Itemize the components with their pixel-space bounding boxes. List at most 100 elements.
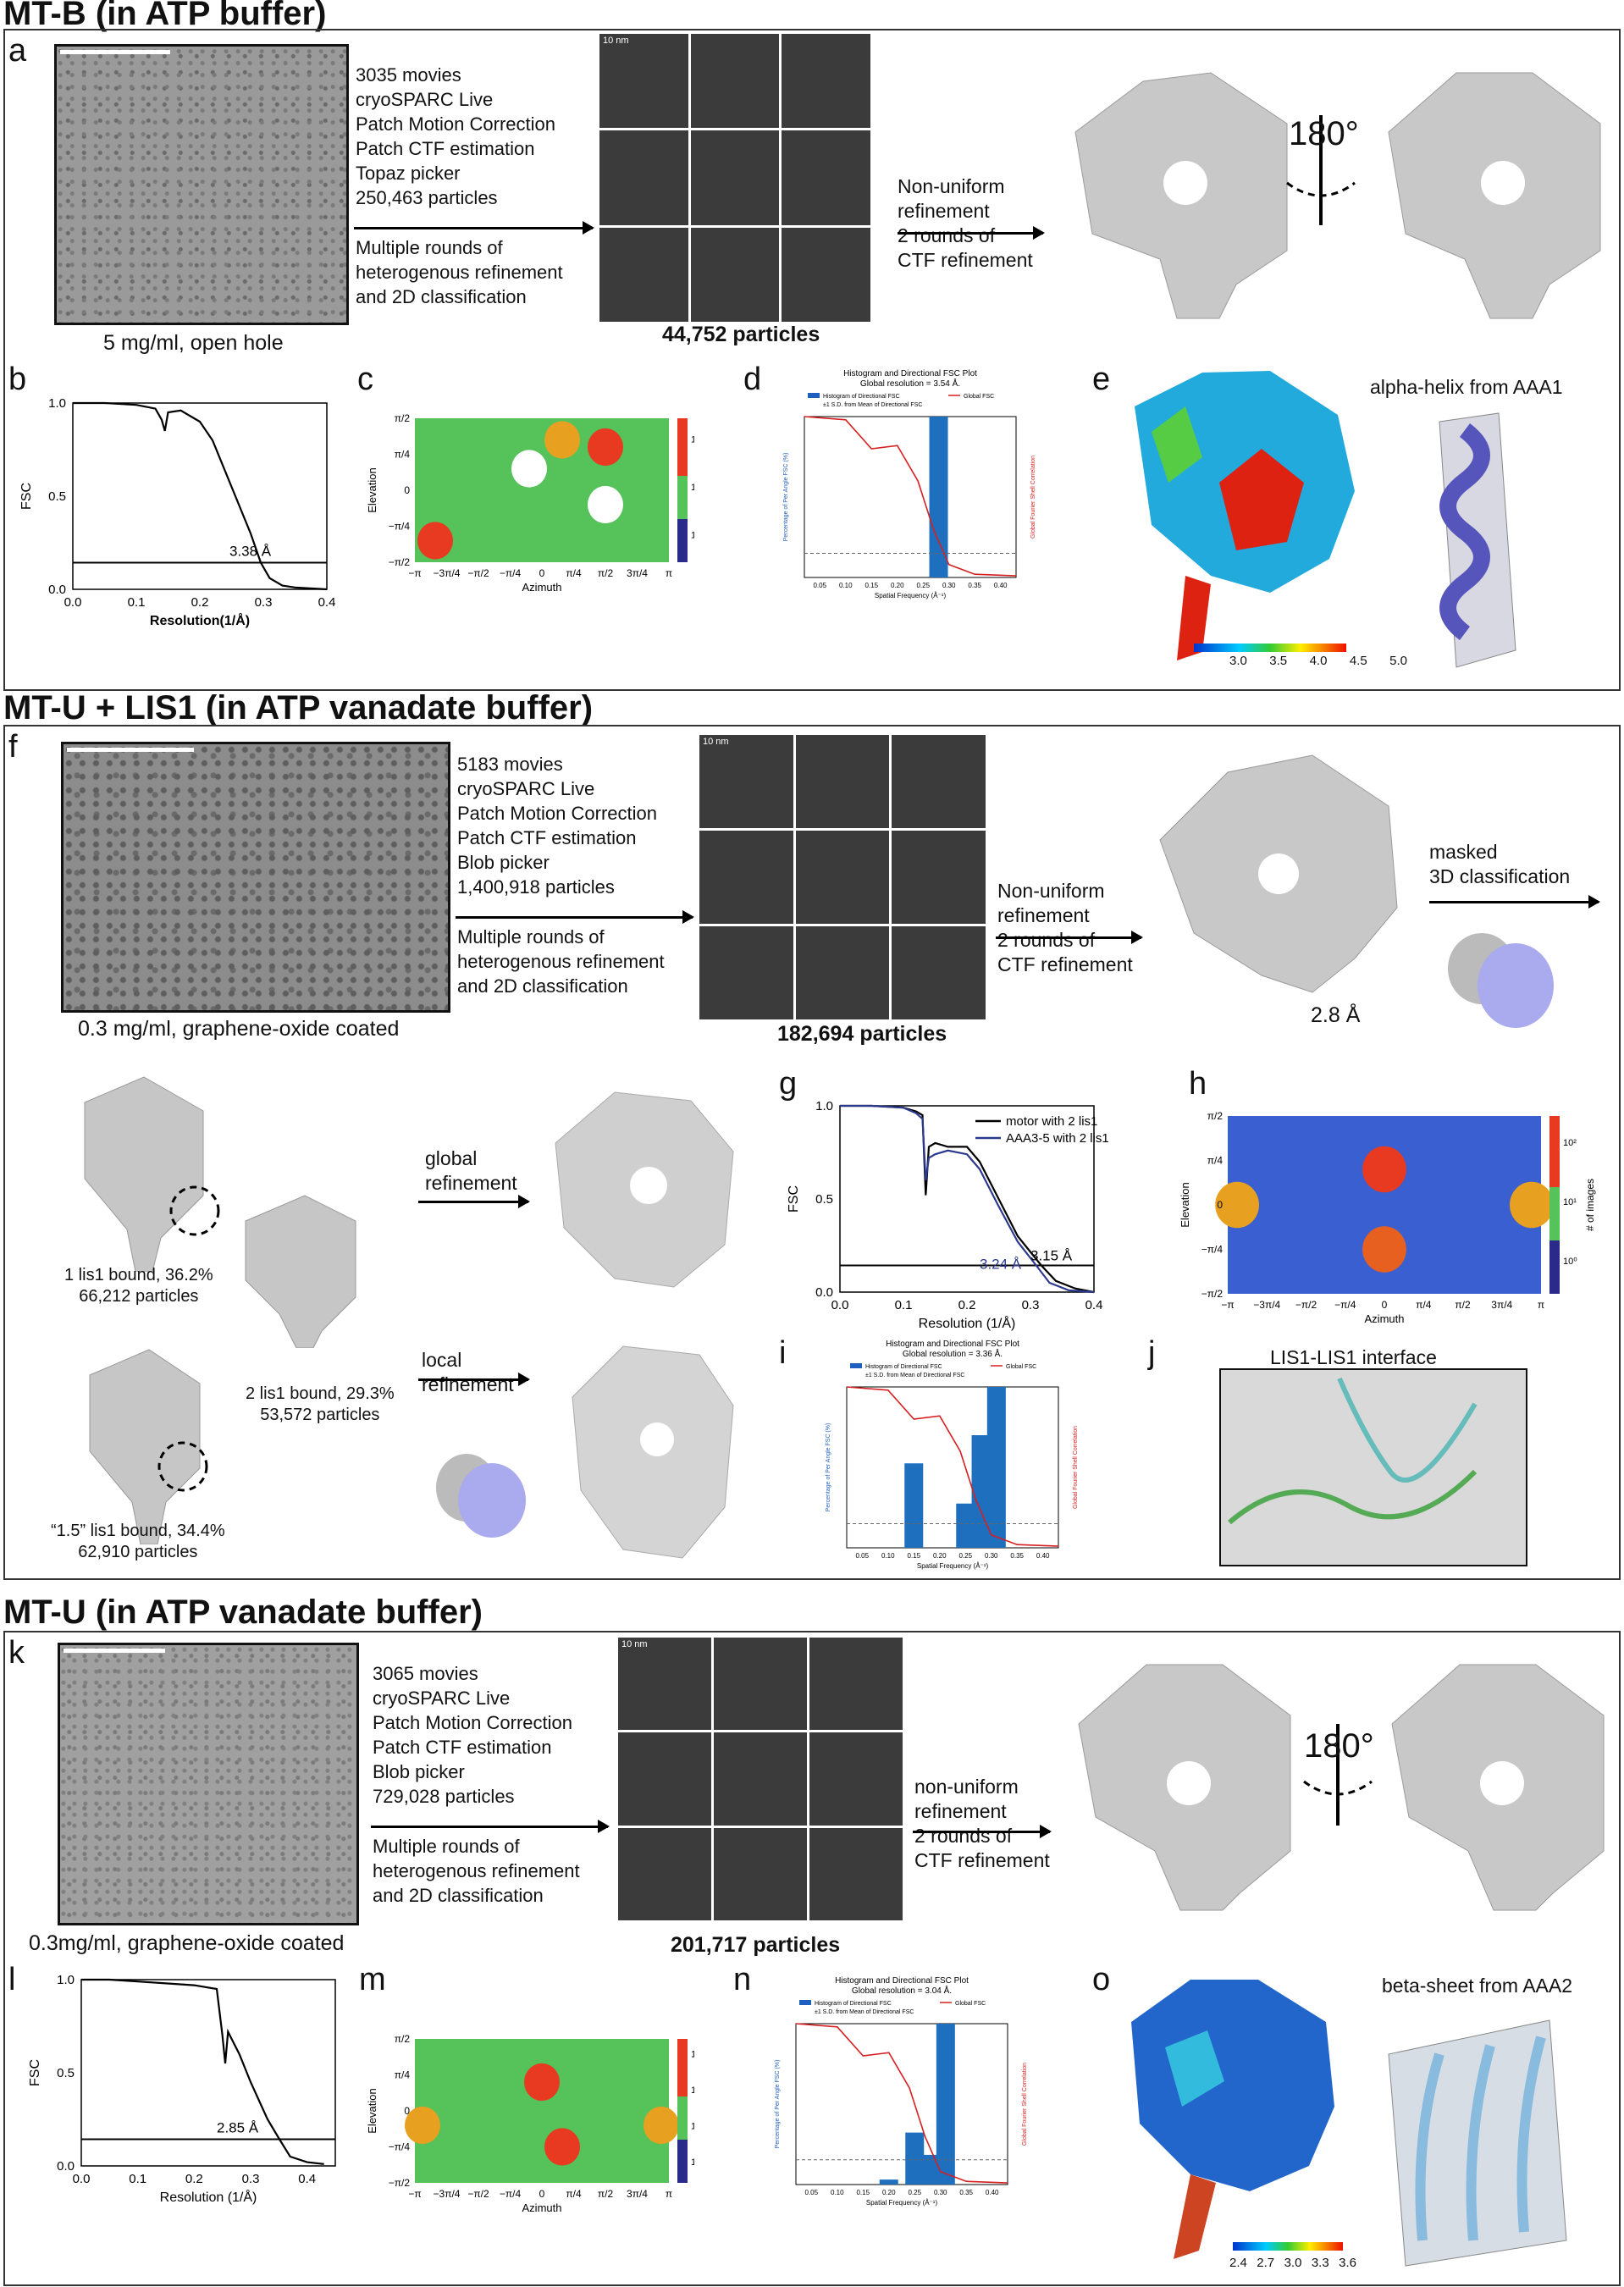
local-map-render (572, 1345, 734, 1559)
class-averages-a: 10 nm (599, 34, 870, 322)
legend-label: ±1 S.D. from Mean of Directional FSC (865, 1373, 964, 1378)
x-tick-label: 0.3 (255, 595, 273, 610)
interface-title-j: LIS1-LIS1 interface (1270, 1346, 1437, 1368)
legend-label: motor with 2 lis1 (1006, 1114, 1097, 1129)
local-res-map-o (1131, 1980, 1343, 2259)
y-tick-label: 0.5 (48, 489, 66, 504)
colorbar-tick: 10⁰ (691, 2157, 694, 2168)
x-tick-label: −π/2 (467, 567, 489, 579)
x-axis-label: Azimuth (522, 2201, 562, 2214)
arrow-f2 (996, 931, 1143, 944)
x-tick-label: 3π/4 (627, 2188, 648, 2200)
heatmap-density-blob (544, 2128, 580, 2166)
x-tick-label: 3π/4 (627, 567, 648, 579)
processing-text-a: 3035 movies cryoSPARC Live Patch Motion … (356, 64, 555, 208)
legend-label: Global FSC (1006, 1364, 1036, 1370)
chart-title: Histogram and Directional FSC Plot (886, 1340, 1019, 1349)
helix-title-e: alpha-helix from AAA1 (1370, 376, 1563, 398)
y-tick-label: −π/4 (389, 521, 411, 533)
fsc-series-line (840, 1104, 1095, 1294)
scale-label: 10 nm (703, 737, 729, 747)
cbar-tick: 3.0 (1229, 654, 1247, 668)
panel-label-c: c (357, 362, 373, 397)
y-tick-label: 0.5 (57, 2066, 75, 2080)
legend-swatch (799, 2000, 811, 2005)
heatmap-density-blob (1362, 1146, 1406, 1193)
heatmap-density-blob (1215, 1181, 1259, 1229)
global-fsc-line (846, 1386, 1059, 1547)
heatmap-density-blob (1510, 1181, 1554, 1229)
y-axis-label: Elevation (366, 467, 378, 512)
x-tick-label: 3π/4 (1491, 1299, 1512, 1311)
panel-label-d: d (743, 362, 762, 397)
x-tick-label: 0.25 (908, 2189, 921, 2196)
step2-text-f: Non-uniform refinement 2 rounds of CTF r… (997, 880, 1133, 975)
rotation-label-a: 180° (1289, 115, 1359, 152)
colorbar-tick: 10² (1563, 1138, 1577, 1148)
x-tick-label: 0.3 (242, 2172, 260, 2186)
section-title-mtu: MT-U (in ATP vanadate buffer) (3, 1594, 483, 1631)
x-tick-label: 0.30 (985, 1552, 998, 1560)
helix-model-e (1439, 412, 1516, 668)
colorbar-low (1549, 1240, 1560, 1294)
x-tick-label: −π (408, 567, 421, 579)
x-axis-label: Azimuth (522, 581, 562, 594)
y-tick-label: 0 (404, 2105, 410, 2117)
particles-count-f: 182,694 particles (777, 1022, 947, 1046)
rotation-label-k: 180° (1304, 1727, 1374, 1765)
x-tick-label: −π/4 (500, 2188, 522, 2200)
x-tick-label: 0.4 (318, 595, 336, 610)
cbar-tick: 3.3 (1311, 2256, 1329, 2270)
particles-count-k: 201,717 particles (671, 1933, 841, 1957)
map-renders-a (1074, 72, 1601, 319)
x-tick-label: 0.25 (916, 582, 930, 589)
legend-label: ±1 S.D. from Mean of Directional FSC (815, 2009, 914, 2015)
plot-frame (72, 402, 328, 590)
x-tick-label: π/4 (566, 2188, 582, 2200)
x-tick-label: 0 (539, 567, 545, 579)
sheet-model-o (1388, 2019, 1567, 2267)
colorbar-mid (677, 476, 688, 519)
section-box-mtb (3, 29, 1621, 691)
refinement-text-k: Multiple rounds of heterogenous refineme… (373, 1836, 580, 1906)
colorbar-tick: 10¹ (691, 2121, 694, 2131)
x-tick-label: 0.25 (958, 1552, 972, 1560)
x-tick-label: −π (408, 2188, 421, 2200)
chart-subtitle: Global resolution = 3.04 Å. (852, 1985, 952, 1996)
x-tick-label: 0.35 (1010, 1552, 1024, 1560)
panel-label-g: g (779, 1066, 798, 1102)
colorbar-mid (677, 2096, 688, 2140)
fsc-series-line (81, 1978, 324, 2165)
chart-title: Histogram and Directional FSC Plot (843, 369, 977, 378)
plot-frame (804, 416, 1017, 578)
dirfsc-plot-d: Histogram and Directional FSC Plot Global… (783, 369, 1036, 599)
x-axis-label: Spatial Frequency (Å⁻¹) (866, 2199, 938, 2207)
map-renders-k (1078, 1664, 1605, 1911)
x-tick-label: π (666, 567, 672, 579)
x-tick-label: −3π/4 (434, 2188, 461, 2200)
cbar-tick: 2.7 (1257, 2256, 1275, 2270)
histogram-bar (986, 1387, 1006, 1548)
section-box-mtu (3, 1631, 1621, 2286)
step2-text-a: Non-uniform refinement 2 rounds of CTF r… (898, 175, 1033, 271)
viewing-plot-c: −π −3π/4 −π/2 −π/4 0 π/4 π/2 3π/4 π π/2 π/4 0 −π/4 −π… (366, 412, 694, 594)
y-axis-label-right: Global Fourier Shell Correlation (1030, 456, 1036, 539)
heatmap-density-blob (544, 421, 580, 459)
histogram-bar (920, 2154, 940, 2185)
colorbar-low (677, 2140, 688, 2183)
y-axis-label: Elevation (1179, 1182, 1191, 1227)
histogram-bar (879, 2179, 898, 2185)
y-axis-label-right: Global Fourier Shell Correlation (1073, 1426, 1079, 1509)
step2-text-k: non-uniform refinement 2 rounds of CTF r… (914, 1776, 1050, 1871)
y-tick-label: 0 (1217, 1199, 1223, 1211)
colorbar-tick: 10³ (691, 2049, 694, 2059)
x-tick-label: −π/2 (467, 2188, 489, 2200)
colorbar-ticks-o: 2.4 2.7 3.0 3.3 3.6 (1229, 2256, 1356, 2270)
local-res-map-e (1135, 371, 1355, 660)
heatmap-density-blob (588, 428, 623, 467)
y-axis-label-left: Percentage of Per Angle FSC (%) (826, 1423, 831, 1512)
y-axis-label: FSC (28, 2059, 42, 2086)
x-tick-label: 0.40 (1036, 1552, 1050, 1560)
y-tick-label: π/2 (395, 2033, 411, 2045)
x-tick-label: 0 (1382, 1299, 1388, 1311)
